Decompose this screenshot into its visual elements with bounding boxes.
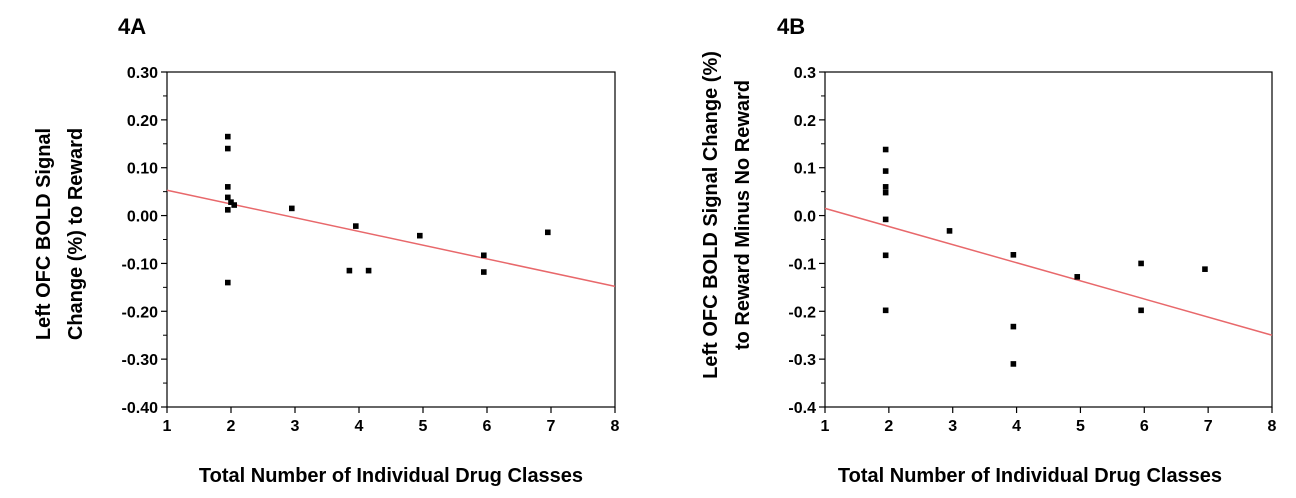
chart-panel-4a: 4A 0.30 0.20 0.10 0.00 -0.10 -0.20 -0.30 -0.401 2… <box>33 14 620 487</box>
data-point <box>365 267 372 274</box>
y-tick-label: 0.00 <box>127 209 158 226</box>
data-point <box>882 307 889 314</box>
x-tick-label: 3 <box>948 418 957 435</box>
y-tick-label: -0.4 <box>788 400 816 417</box>
y-tick-label: 0.20 <box>127 113 158 130</box>
data-point <box>882 146 889 153</box>
y-tick-label: -0.10 <box>122 256 159 273</box>
data-point <box>882 216 889 223</box>
x-tick-label: 1 <box>821 418 830 435</box>
x-tick-label: 7 <box>547 418 556 435</box>
y-tick-label: 0.2 <box>794 113 816 130</box>
y-axis-title-line: Change (%) to Reward <box>65 128 87 340</box>
x-tick-label: 4 <box>355 418 364 435</box>
data-point <box>1010 361 1017 367</box>
plot-frame <box>166 71 616 408</box>
y-tick-label: -0.40 <box>122 400 159 417</box>
data-point <box>228 199 234 205</box>
plot-frame <box>824 71 1273 408</box>
x-axis-title: Total Number of Individual Drug Classes <box>199 465 583 487</box>
panel-label: 4B <box>777 14 805 39</box>
data-point <box>1202 266 1208 272</box>
x-tick-label: 2 <box>227 418 236 435</box>
y-tick-label: -0.30 <box>122 352 159 369</box>
data-point <box>882 168 889 174</box>
x-tick-label: 6 <box>1140 418 1149 435</box>
data-point <box>225 133 231 140</box>
chart-panel-4b: 4B 0.3 0.2 0.1 0.0 -0.1 -0.2 -0.3 -0.4 1 2 3 4 5 6 7 8 To… <box>700 14 1277 487</box>
data-point <box>1010 323 1017 330</box>
data-point <box>481 252 487 259</box>
data-point <box>225 194 231 201</box>
x-tick-label: 2 <box>884 418 893 435</box>
x-tick-label: 3 <box>291 418 300 435</box>
data-point <box>1074 274 1081 280</box>
x-axis-title: Total Number of Individual Drug Classes <box>838 465 1222 487</box>
x-tick-label: 7 <box>1204 418 1213 435</box>
data-point <box>225 279 231 286</box>
y-axis-title-line: Left OFC BOLD Signal <box>33 128 55 340</box>
y-tick-label: -0.20 <box>122 304 159 321</box>
x-tick-label: 4 <box>1012 418 1021 435</box>
x-tick-label: 5 <box>1076 418 1085 435</box>
data-point <box>346 267 353 274</box>
y-tick-label: -0.3 <box>788 352 816 369</box>
data-point <box>225 145 231 152</box>
x-tick-label: 1 <box>163 418 172 435</box>
x-tick-label: 8 <box>611 418 620 435</box>
y-tick-label: -0.1 <box>788 256 816 273</box>
panel-label: 4A <box>118 14 146 39</box>
x-tick-label: 8 <box>1268 418 1277 435</box>
data-point <box>481 269 487 275</box>
data-point <box>882 252 889 259</box>
regression-line <box>166 189 616 288</box>
y-axis-title-line: Left OFC BOLD Signal Change (%) <box>700 51 722 379</box>
y-tick-label: -0.2 <box>788 304 816 321</box>
data-point <box>353 223 359 229</box>
data-point <box>417 232 423 239</box>
data-point <box>882 189 889 196</box>
y-tick-label: 0.1 <box>794 161 816 178</box>
y-tick-label: 0.10 <box>127 161 158 178</box>
data-point <box>289 205 295 212</box>
data-point <box>225 184 231 190</box>
y-axis-title-line: to Reward Minus No Reward <box>732 80 754 350</box>
data-point <box>1138 260 1144 267</box>
data-point <box>225 207 231 213</box>
data-point <box>545 229 551 236</box>
regression-line <box>824 207 1273 336</box>
data-point <box>946 228 953 234</box>
y-tick-label: 0.30 <box>127 65 158 82</box>
y-tick-label: 0.0 <box>794 209 816 226</box>
data-point <box>231 202 237 208</box>
x-tick-label: 5 <box>419 418 428 435</box>
data-point <box>1138 307 1144 314</box>
y-tick-label: 0.3 <box>794 65 816 82</box>
data-point <box>1010 252 1017 258</box>
x-tick-label: 6 <box>483 418 492 435</box>
data-point <box>882 184 889 190</box>
